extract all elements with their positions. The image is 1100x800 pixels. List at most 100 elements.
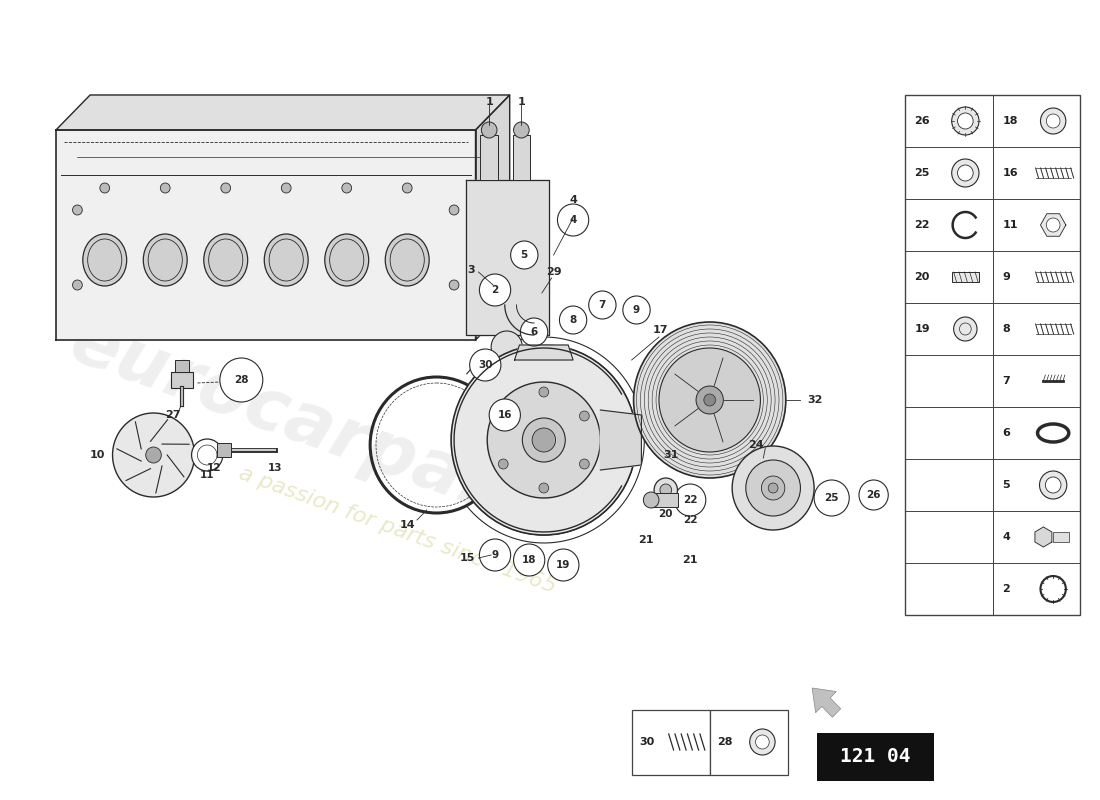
Polygon shape [475,95,509,340]
Text: 9: 9 [492,550,498,560]
Text: 15: 15 [460,553,475,563]
Circle shape [480,274,510,306]
Circle shape [100,183,110,193]
Text: 12: 12 [207,463,221,473]
Bar [513,135,530,180]
Circle shape [449,205,459,215]
Ellipse shape [143,234,187,286]
Circle shape [588,291,616,319]
Text: 9: 9 [1002,272,1010,282]
Text: 2: 2 [492,285,498,295]
Ellipse shape [324,234,369,286]
Text: 7: 7 [598,300,606,310]
Text: 8: 8 [1002,324,1010,334]
Circle shape [1046,114,1060,128]
Circle shape [191,439,223,471]
Circle shape [580,411,590,421]
Circle shape [1046,218,1060,232]
Circle shape [490,399,520,431]
Bar [817,733,934,781]
Text: 16: 16 [497,410,512,420]
Circle shape [623,296,650,324]
Text: 5: 5 [1002,480,1010,490]
Polygon shape [601,410,641,470]
Circle shape [221,183,231,193]
Text: 21: 21 [682,555,697,565]
Ellipse shape [385,234,429,286]
Text: 29: 29 [546,267,561,277]
Text: 1: 1 [485,97,493,107]
Circle shape [954,317,977,341]
Circle shape [644,492,659,508]
Text: 9: 9 [632,305,640,315]
Text: 32: 32 [807,395,823,405]
Circle shape [480,539,510,571]
Circle shape [112,413,195,497]
Text: 25: 25 [824,493,839,503]
Bar [952,272,979,282]
Bar [217,443,231,457]
Circle shape [957,113,974,129]
Circle shape [814,480,849,516]
Text: 22: 22 [914,220,931,230]
Text: 5: 5 [520,250,528,260]
Bar [905,95,1080,615]
Circle shape [733,446,814,530]
Circle shape [660,484,672,496]
Text: 30: 30 [478,360,493,370]
Circle shape [520,318,548,346]
Circle shape [580,459,590,469]
Text: 26: 26 [867,490,881,500]
Text: 1: 1 [517,97,526,107]
Circle shape [539,483,549,493]
Text: 30: 30 [639,737,654,747]
Text: 11: 11 [200,470,214,480]
Circle shape [750,729,776,755]
Circle shape [482,122,497,138]
Circle shape [220,358,263,402]
Text: 22: 22 [683,495,697,505]
Text: 7: 7 [1002,376,1010,386]
Polygon shape [56,95,509,130]
Circle shape [654,478,678,502]
Circle shape [659,348,760,452]
Circle shape [342,183,352,193]
Text: 18: 18 [521,555,537,565]
Text: 14: 14 [399,520,415,530]
Circle shape [634,322,785,478]
Circle shape [756,735,769,749]
Circle shape [1040,471,1067,499]
Circle shape [768,483,778,493]
Text: 24: 24 [748,440,763,450]
Circle shape [532,428,556,452]
Text: 20: 20 [659,509,673,519]
Text: 25: 25 [914,168,929,178]
Text: 28: 28 [234,375,249,385]
Bar [1053,532,1069,542]
Text: 20: 20 [914,272,929,282]
Polygon shape [505,305,535,335]
Text: 18: 18 [1002,116,1018,126]
Polygon shape [465,180,549,335]
FancyArrow shape [812,688,840,718]
Circle shape [514,122,529,138]
Text: 27: 27 [165,410,180,420]
Circle shape [674,484,706,516]
Bar [710,710,788,775]
Text: 17: 17 [653,325,669,335]
Text: 4: 4 [569,195,578,205]
Text: 19: 19 [557,560,571,570]
Circle shape [403,183,412,193]
Circle shape [957,165,974,181]
Circle shape [491,331,522,363]
Text: 2: 2 [1002,584,1010,594]
Circle shape [449,280,459,290]
Circle shape [560,306,586,334]
Circle shape [510,241,538,269]
Circle shape [952,159,979,187]
Circle shape [548,549,579,581]
Text: 10: 10 [89,450,104,460]
Bar [631,710,710,775]
Text: 8: 8 [570,315,576,325]
Circle shape [696,386,724,414]
